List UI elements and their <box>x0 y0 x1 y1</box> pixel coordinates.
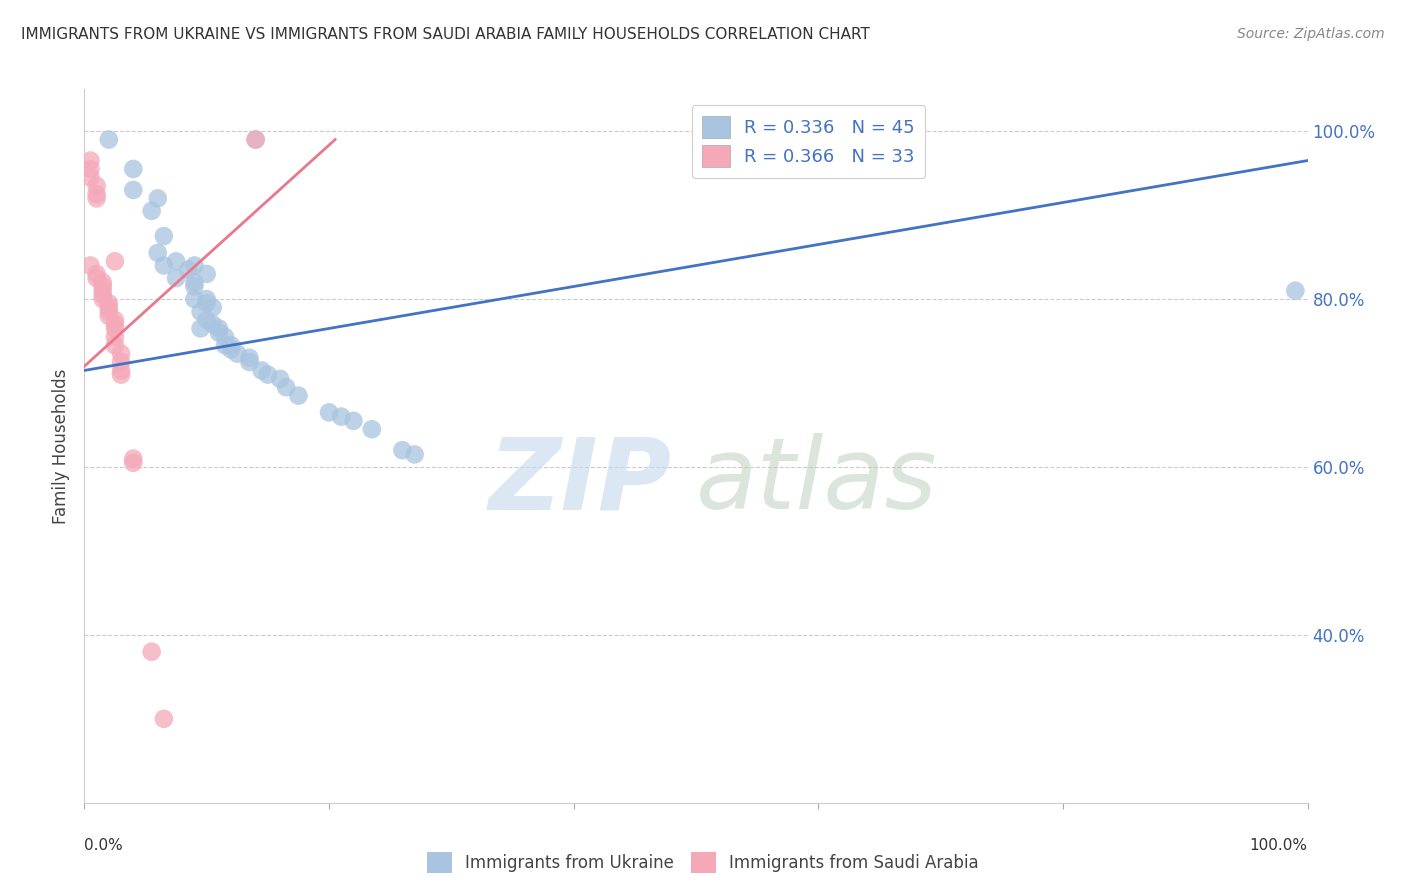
Point <box>330 409 353 424</box>
Point <box>79 170 101 185</box>
Point <box>86 191 108 205</box>
Point <box>391 443 413 458</box>
Text: 100.0%: 100.0% <box>1250 838 1308 854</box>
Point <box>287 389 309 403</box>
Legend: Immigrants from Ukraine, Immigrants from Saudi Arabia: Immigrants from Ukraine, Immigrants from… <box>420 846 986 880</box>
Point <box>201 318 224 332</box>
Point <box>91 288 114 302</box>
Point <box>1284 284 1306 298</box>
Point <box>97 304 120 318</box>
Point <box>276 380 298 394</box>
Point <box>195 296 218 310</box>
Point <box>110 368 132 382</box>
Point <box>208 326 231 340</box>
Point <box>86 271 108 285</box>
Point <box>214 330 236 344</box>
Point <box>86 178 108 193</box>
Point <box>238 355 260 369</box>
Point <box>165 271 187 285</box>
Point <box>91 292 114 306</box>
Point <box>238 351 260 365</box>
Text: Source: ZipAtlas.com: Source: ZipAtlas.com <box>1237 27 1385 41</box>
Point <box>195 267 218 281</box>
Point <box>208 321 231 335</box>
Point <box>250 363 273 377</box>
Point <box>165 254 187 268</box>
Point <box>79 161 101 176</box>
Point <box>183 292 205 306</box>
Point <box>219 343 242 357</box>
Point <box>153 229 176 244</box>
Point <box>214 338 236 352</box>
Point <box>404 447 426 461</box>
Point <box>104 338 127 352</box>
Point <box>97 309 120 323</box>
Point <box>201 301 224 315</box>
Point <box>360 422 382 436</box>
Point <box>219 338 242 352</box>
Point <box>122 451 145 466</box>
Point <box>110 346 132 360</box>
Point <box>122 456 145 470</box>
Point <box>226 346 249 360</box>
Text: ZIP: ZIP <box>488 434 672 530</box>
Point <box>91 279 114 293</box>
Point <box>342 414 364 428</box>
Text: 0.0%: 0.0% <box>84 838 124 854</box>
Point <box>177 262 200 277</box>
Text: IMMIGRANTS FROM UKRAINE VS IMMIGRANTS FROM SAUDI ARABIA FAMILY HOUSEHOLDS CORREL: IMMIGRANTS FROM UKRAINE VS IMMIGRANTS FR… <box>21 27 870 42</box>
Point <box>79 259 101 273</box>
Point <box>86 267 108 281</box>
Point <box>91 275 114 289</box>
Point <box>141 645 163 659</box>
Point <box>104 318 127 332</box>
Point <box>141 203 163 218</box>
Y-axis label: Family Households: Family Households <box>52 368 70 524</box>
Point <box>104 321 127 335</box>
Point <box>110 363 132 377</box>
Point <box>104 330 127 344</box>
Point <box>245 132 267 146</box>
Point <box>91 284 114 298</box>
Point <box>153 712 176 726</box>
Point <box>146 246 169 260</box>
Point <box>190 321 212 335</box>
Point <box>110 355 132 369</box>
Point <box>195 313 218 327</box>
Point <box>122 161 145 176</box>
Point <box>97 296 120 310</box>
Point <box>269 372 291 386</box>
Point <box>195 292 218 306</box>
Point <box>97 132 120 146</box>
Point <box>318 405 340 419</box>
Point <box>97 301 120 315</box>
Text: atlas: atlas <box>696 434 938 530</box>
Legend: R = 0.336   N = 45, R = 0.366   N = 33: R = 0.336 N = 45, R = 0.366 N = 33 <box>692 105 925 178</box>
Point <box>190 304 212 318</box>
Point <box>183 279 205 293</box>
Point <box>153 259 176 273</box>
Point <box>122 183 145 197</box>
Point <box>79 153 101 168</box>
Point <box>104 254 127 268</box>
Point <box>183 275 205 289</box>
Point <box>86 187 108 202</box>
Point <box>183 259 205 273</box>
Point <box>146 191 169 205</box>
Point <box>104 313 127 327</box>
Point <box>245 132 267 146</box>
Point <box>257 368 280 382</box>
